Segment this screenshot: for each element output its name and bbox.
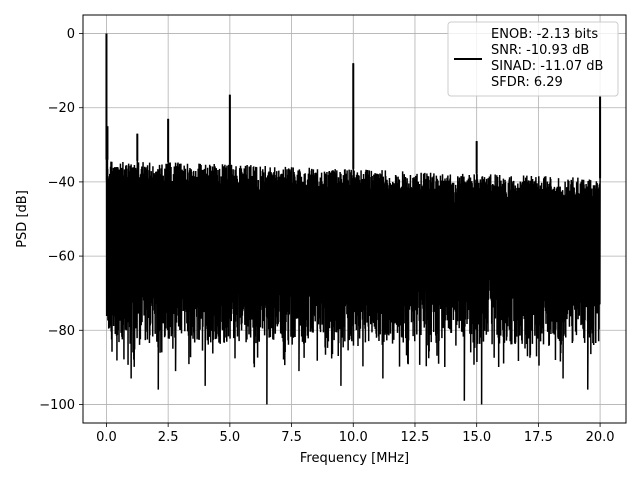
y-tick-label: −80 <box>48 324 75 339</box>
y-tick-label: −20 <box>48 101 75 116</box>
y-tick-label: −40 <box>48 175 75 190</box>
x-tick-label: 2.5 <box>158 430 179 445</box>
psd-line <box>105 33 601 405</box>
legend-box <box>447 21 619 97</box>
x-axis-label: Frequency [MHz] <box>300 451 409 466</box>
x-tick-label: 20.0 <box>586 430 615 445</box>
legend-entry-sfdr: SFDR: 6.29 <box>491 75 563 90</box>
y-tick-label: −100 <box>39 398 75 413</box>
x-tick-label: 12.5 <box>400 430 429 445</box>
x-axis: 0.0 2.5 5.0 7.5 10.0 12.5 15.0 17.5 20.0 <box>96 423 615 445</box>
legend: ENOB: -2.13 bits SNR: -10.93 dB SINAD: -… <box>447 21 619 97</box>
x-tick-label: 17.5 <box>524 430 553 445</box>
y-tick-label: −60 <box>48 250 75 265</box>
legend-entry-enob: ENOB: -2.13 bits <box>491 27 598 42</box>
x-tick-label: 5.0 <box>220 430 241 445</box>
y-tick-label: 0 <box>67 27 75 42</box>
legend-entry-snr: SNR: -10.93 dB <box>491 43 589 58</box>
x-tick-label: 7.5 <box>281 430 302 445</box>
plot-area-frame <box>82 14 627 424</box>
legend-entry-sinad: SINAD: -11.07 dB <box>491 59 603 74</box>
psd-series <box>105 33 602 405</box>
y-axis: 0 −20 −40 −60 −80 −100 <box>39 27 83 413</box>
y-axis-label: PSD [dB] <box>15 190 30 248</box>
x-tick-label: 0.0 <box>96 430 117 445</box>
x-tick-label: 10.0 <box>339 430 368 445</box>
x-tick-label: 15.0 <box>462 430 491 445</box>
